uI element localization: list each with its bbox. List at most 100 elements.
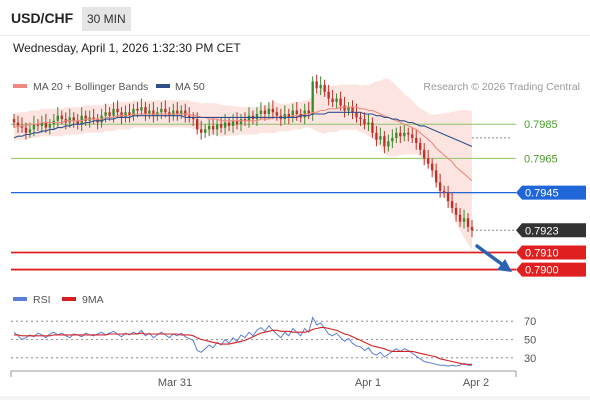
bollinger-band-fill <box>14 78 472 250</box>
level-labels: 0.7985 0.7965 0.7945 0.7923 0.7910 0.7900 <box>516 119 586 277</box>
candle-body <box>359 117 362 120</box>
candle-body <box>188 115 191 118</box>
candle <box>20 117 24 133</box>
level-0-7923-tag <box>516 223 586 238</box>
candle-body <box>267 108 271 114</box>
candle <box>227 117 231 132</box>
candle <box>108 107 111 121</box>
candle-body <box>255 113 259 120</box>
candle-body <box>203 129 207 133</box>
candle-body <box>462 218 466 222</box>
candle <box>271 100 275 120</box>
candle-body <box>180 110 183 114</box>
candle <box>291 103 294 123</box>
candle-body <box>48 124 52 128</box>
candle-body <box>84 115 87 121</box>
candle-body <box>120 112 123 118</box>
candle <box>319 76 322 96</box>
candle <box>434 163 438 188</box>
candle-body <box>307 110 310 114</box>
candle-body <box>239 119 243 125</box>
moving-averages <box>13 106 473 182</box>
candle-body <box>375 132 378 140</box>
bollinger-legend-label: MA 20 + Bollinger Bands <box>33 81 148 93</box>
candle-body <box>72 117 75 121</box>
rsi-tick-label: 30 <box>524 353 536 365</box>
bollinger-legend-swatch <box>13 84 27 88</box>
candle <box>243 112 247 126</box>
candle <box>379 127 382 145</box>
rsi-ma-legend-swatch <box>62 297 76 301</box>
candle <box>72 112 75 128</box>
candle-body <box>287 113 290 118</box>
candle-body <box>20 125 24 128</box>
candle <box>287 108 290 125</box>
candle <box>430 158 434 178</box>
level-0-7985-label: 0.7985 <box>524 119 558 131</box>
candle <box>466 213 470 232</box>
candle-body <box>160 108 163 113</box>
candle-body <box>379 136 382 140</box>
candle <box>363 112 366 130</box>
level-0-7900-label: 0.7900 <box>525 265 559 277</box>
rsi-legend-swatch <box>13 297 27 301</box>
candle-body <box>112 108 115 116</box>
candle <box>438 173 442 198</box>
candle <box>327 84 330 106</box>
bottom-frame <box>0 396 590 400</box>
bollinger-band <box>14 78 472 250</box>
level-0-7965-label: 0.7965 <box>524 153 558 165</box>
candle-body <box>140 107 143 111</box>
candle <box>132 103 135 121</box>
candle-body <box>32 124 36 130</box>
candle-body <box>438 182 442 191</box>
candle-body <box>148 110 151 114</box>
candle-body <box>275 112 279 116</box>
candle-body <box>383 136 386 147</box>
candle <box>446 185 450 209</box>
candle-body <box>411 134 414 138</box>
candle <box>383 131 386 154</box>
candle-body <box>347 107 350 111</box>
candle-body <box>132 108 135 116</box>
level-0-7910-tag <box>516 245 586 260</box>
candle-body <box>259 110 263 114</box>
candle <box>28 122 32 138</box>
candle <box>199 120 203 140</box>
candle-body <box>454 208 458 215</box>
candle-body <box>351 107 354 113</box>
candle-body <box>68 117 71 123</box>
candle-body <box>60 115 63 120</box>
candle-body <box>430 163 434 171</box>
time-axis: Mar 31 Apr 1 Apr 2 <box>10 370 517 389</box>
candle <box>16 115 20 133</box>
candle <box>80 107 83 132</box>
candles <box>12 74 474 238</box>
candle-body <box>407 132 410 135</box>
candle <box>375 125 378 147</box>
top-bar: USD/CHF 30 MIN <box>0 0 590 35</box>
rsi-line <box>13 316 472 367</box>
candle-body <box>335 98 338 102</box>
candle-body <box>291 110 294 118</box>
candle-body <box>184 110 187 116</box>
x-tick-label-mar31: Mar 31 <box>158 377 192 389</box>
candle-body <box>331 98 334 102</box>
level-0-7945-label: 0.7945 <box>525 188 559 200</box>
candle-body <box>327 91 330 99</box>
timeframe-button[interactable]: 30 MIN <box>82 7 131 31</box>
candle <box>331 90 334 108</box>
candle <box>144 102 147 121</box>
candle-body <box>450 201 454 209</box>
candle <box>76 113 79 130</box>
candle <box>403 124 406 142</box>
forecast-arrow-icon <box>475 244 512 272</box>
ma50-legend-swatch <box>156 84 170 88</box>
candle <box>359 112 362 126</box>
ma50-legend-label: MA 50 <box>175 81 205 93</box>
candle-body <box>16 122 20 126</box>
candle-body <box>434 170 438 183</box>
candle-body <box>40 122 44 126</box>
candle-body <box>44 122 48 128</box>
